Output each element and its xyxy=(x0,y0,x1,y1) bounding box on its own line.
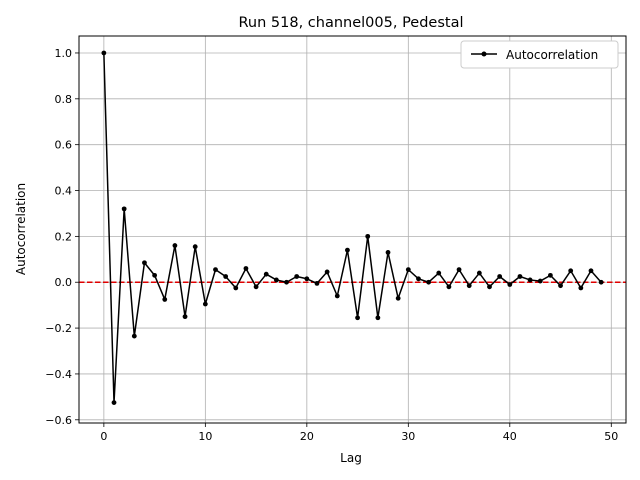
y-tick-label: −0.6 xyxy=(45,414,72,427)
data-point xyxy=(121,206,127,212)
y-axis-ticks: −0.6 −0.4 −0.2 0.0 0.2 0.4 0.6 0.8 1.0 xyxy=(45,47,79,427)
data-point xyxy=(426,279,432,285)
data-point xyxy=(162,297,168,302)
y-tick-label: 0.0 xyxy=(55,276,73,289)
data-point xyxy=(152,272,158,278)
data-point xyxy=(395,295,401,301)
data-point xyxy=(202,301,208,307)
data-point xyxy=(345,247,350,253)
data-point xyxy=(192,244,198,250)
x-tick-label: 50 xyxy=(604,430,618,443)
data-point xyxy=(101,50,107,56)
data-point xyxy=(172,243,178,248)
y-tick-label: 0.6 xyxy=(55,139,73,152)
grid-lines xyxy=(79,36,626,423)
data-point xyxy=(568,268,574,274)
y-tick-label: 1.0 xyxy=(55,47,73,60)
data-point xyxy=(405,267,411,273)
x-tick-label: 40 xyxy=(503,430,517,443)
data-point xyxy=(294,274,300,279)
data-point xyxy=(497,274,503,279)
data-point xyxy=(273,277,279,283)
data-point xyxy=(466,283,472,289)
data-point xyxy=(416,276,421,282)
data-point xyxy=(131,333,137,339)
y-tick-label: 0.4 xyxy=(55,185,73,198)
data-point xyxy=(527,277,533,283)
plot-frame xyxy=(78,35,627,424)
x-tick-label: 30 xyxy=(401,430,415,443)
legend: Autocorrelation xyxy=(460,40,619,69)
data-point xyxy=(304,276,310,282)
data-point xyxy=(537,278,543,284)
data-point xyxy=(142,260,147,266)
data-point xyxy=(456,267,462,273)
data-point xyxy=(111,400,117,405)
legend-label: Autocorrelation xyxy=(506,48,598,62)
data-point xyxy=(507,282,513,287)
series-group xyxy=(101,50,604,405)
data-point xyxy=(588,268,594,274)
data-point xyxy=(436,270,442,276)
data-point xyxy=(558,283,563,289)
data-point xyxy=(213,267,218,273)
data-point xyxy=(365,233,371,239)
legend-marker-sample xyxy=(481,51,487,57)
x-axis-ticks: 0 10 20 30 40 50 xyxy=(100,423,618,443)
data-point xyxy=(324,269,330,275)
y-tick-label: −0.4 xyxy=(45,368,72,381)
data-point xyxy=(476,270,482,276)
data-point xyxy=(385,250,391,255)
x-tick-label: 10 xyxy=(198,430,212,443)
data-point xyxy=(517,274,523,279)
x-tick-label: 0 xyxy=(100,430,107,443)
chart-title: Run 518, channel005, Pedestal xyxy=(238,15,463,31)
data-point xyxy=(578,285,584,291)
data-point xyxy=(314,280,320,286)
y-axis-label: Autocorrelation xyxy=(14,183,28,275)
data-point xyxy=(375,315,381,321)
data-point xyxy=(253,284,259,290)
data-point xyxy=(243,266,249,271)
data-point xyxy=(547,272,553,278)
data-point xyxy=(334,293,340,299)
data-point xyxy=(355,315,360,321)
y-tick-label: 0.8 xyxy=(55,93,73,106)
data-point xyxy=(487,284,492,290)
y-tick-label: −0.2 xyxy=(45,322,72,335)
data-point xyxy=(263,271,269,277)
data-point xyxy=(182,314,188,320)
data-point xyxy=(446,284,452,290)
legend-box xyxy=(460,40,619,69)
data-point xyxy=(284,279,289,285)
data-point xyxy=(598,279,604,285)
y-tick-label: 0.2 xyxy=(55,230,73,243)
data-point xyxy=(233,285,239,291)
data-point xyxy=(223,274,229,279)
x-axis-label: Lag xyxy=(340,451,362,465)
x-tick-label: 20 xyxy=(300,430,314,443)
